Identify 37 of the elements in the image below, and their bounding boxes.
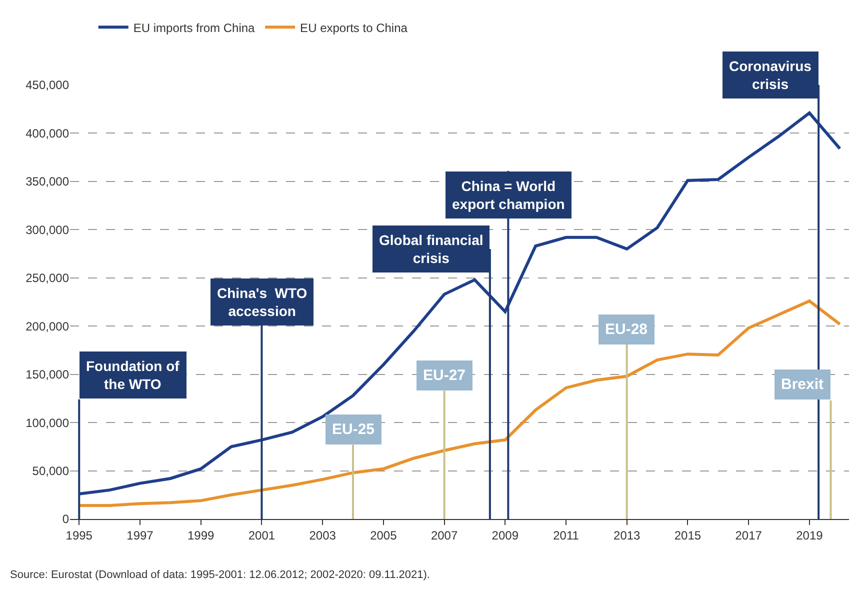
y-tick-label: 350,000	[26, 174, 70, 189]
x-tick-label: 2005	[370, 528, 398, 542]
ref-line-label: Coronavirus crisis	[729, 58, 812, 92]
source-note: Source: Eurostat (Download of data: 1995-2001: 12.06.2012; 2002-2020: 09.11.2021).	[10, 569, 430, 581]
y-tick-label: 100,000	[26, 416, 70, 430]
ref-line-label: EU-28	[605, 321, 648, 338]
ref-line-label: Brexit	[781, 376, 824, 393]
y-tick-label: 450,000	[26, 78, 70, 92]
x-tick-label: 2007	[430, 528, 458, 542]
x-tick-label: 1999	[188, 528, 215, 542]
ref-line-label: EU-25	[332, 421, 375, 438]
x-tick-label: 2017	[735, 528, 762, 542]
y-tick-label: 50,000	[32, 464, 70, 478]
ref-line-label: China = World export champion	[452, 178, 565, 212]
x-tick-label: 2009	[492, 528, 519, 542]
ref-line-label: China's WTO accession	[217, 285, 308, 320]
x-tick-label: 2013	[614, 528, 641, 542]
x-tick-label: 2019	[796, 528, 824, 542]
ref-line-label: Foundation of the WTO	[86, 358, 180, 392]
y-tick-label: 150,000	[26, 368, 70, 382]
x-tick-label: 1995	[66, 528, 93, 542]
line-series	[78, 111, 842, 496]
y-tick-label: 250,000	[26, 271, 70, 286]
y-tick-label: 0	[62, 512, 70, 526]
ref-line-label: EU-27	[423, 367, 466, 384]
x-tick-label: 2011	[553, 528, 580, 542]
line-series	[78, 300, 842, 507]
x-tick-label: 2001	[248, 528, 276, 542]
y-tick-label: 300,000	[26, 222, 70, 237]
legend-label: EU exports to China	[300, 20, 408, 35]
legend-label: EU imports from China	[133, 20, 256, 35]
ref-line-label: Global financial crisis	[379, 232, 484, 266]
y-tick-label: 200,000	[26, 319, 70, 334]
x-tick-label: 2015	[674, 528, 702, 542]
y-tick-label: 400,000	[26, 126, 70, 140]
x-tick-label: 1997	[126, 528, 154, 542]
x-tick-label: 2003	[309, 528, 336, 542]
